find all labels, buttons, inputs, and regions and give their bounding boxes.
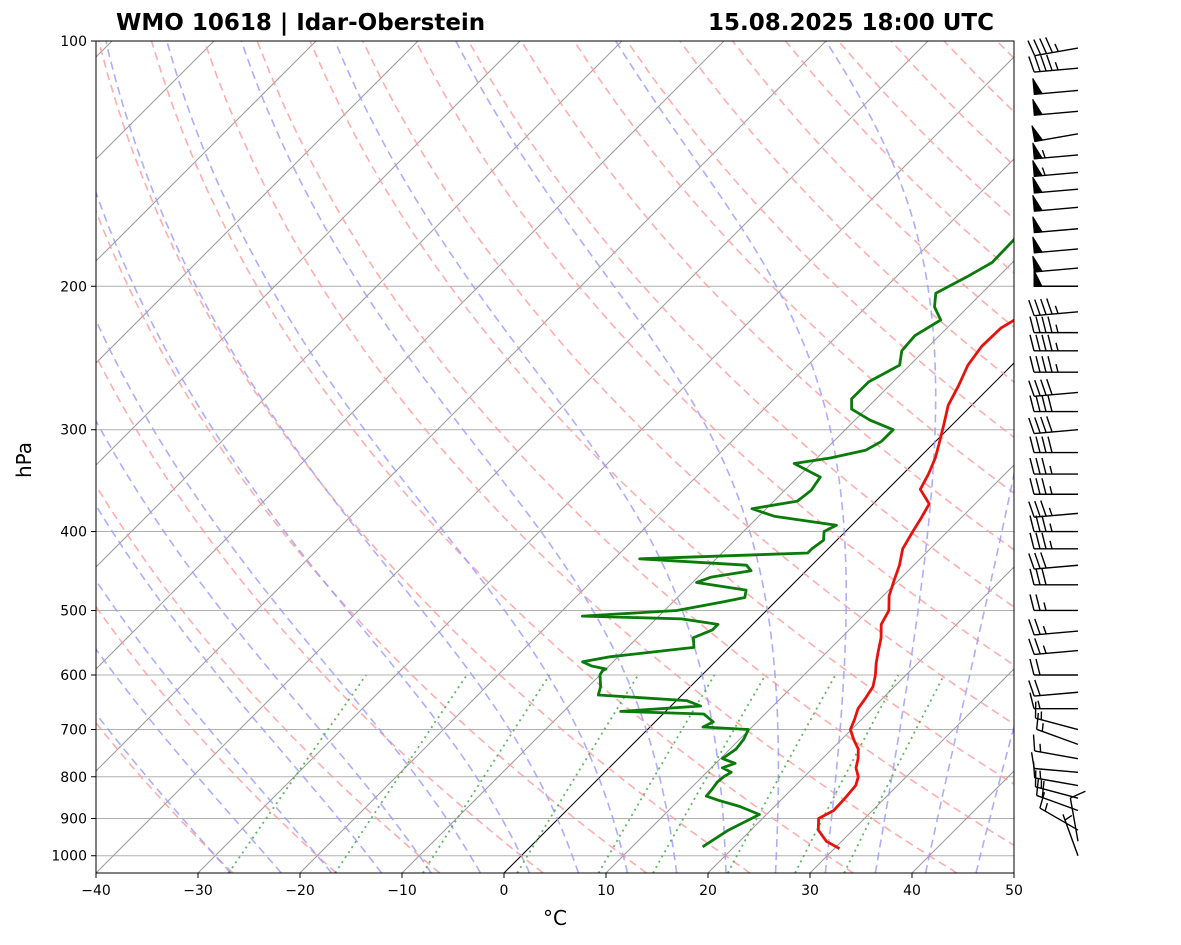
y-tick-label: 900	[60, 811, 87, 827]
x-tick-label: −30	[183, 883, 213, 899]
y-tick-label: 100	[60, 34, 87, 50]
x-tick-label: 40	[903, 883, 921, 899]
y-tick-label: 400	[60, 525, 87, 541]
y-tick-label: 800	[60, 770, 87, 786]
x-axis-label: °C	[543, 906, 567, 930]
x-tick-label: −20	[285, 883, 315, 899]
chart-title-station: WMO 10618 | Idar-Oberstein	[116, 10, 485, 36]
x-tick-label: 10	[597, 883, 615, 899]
chart-title-time: 15.08.2025 18:00 UTC	[708, 10, 994, 36]
x-tick-label: 30	[801, 883, 819, 899]
x-tick-label: −10	[387, 883, 417, 899]
y-tick-label: 200	[60, 279, 87, 295]
y-tick-label: 700	[60, 723, 87, 739]
x-tick-label: 50	[1005, 883, 1023, 899]
y-tick-label: 300	[60, 423, 87, 439]
x-tick-label: 20	[699, 883, 717, 899]
x-tick-label: −40	[81, 883, 111, 899]
y-tick-label: 500	[60, 603, 87, 619]
x-tick-label: 0	[500, 883, 509, 899]
y-tick-label: 600	[60, 668, 87, 684]
y-tick-label: 1000	[51, 849, 87, 865]
y-axis-label: hPa	[12, 442, 36, 478]
